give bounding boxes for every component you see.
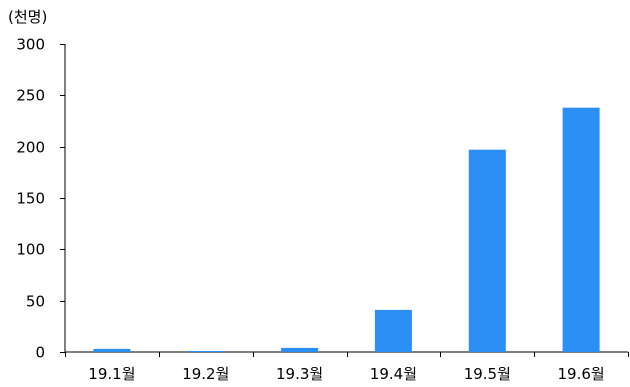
y-unit-label: (천명): [8, 8, 48, 26]
x-tick-label: 19.5월: [464, 365, 511, 383]
y-tick-label: 200: [16, 139, 45, 157]
y-tick-label: 250: [16, 87, 45, 105]
bar: [562, 107, 600, 352]
y-tick-label: 300: [16, 36, 45, 54]
bar: [93, 348, 131, 352]
bar: [187, 351, 225, 352]
x-tick-label: 19.1월: [88, 365, 135, 383]
y-tick-label: 0: [35, 344, 45, 362]
x-tick-label: 19.3월: [276, 365, 323, 383]
x-tick-label: 19.6월: [557, 365, 604, 383]
x-tick-label: 19.2월: [182, 365, 229, 383]
bar: [281, 347, 319, 352]
y-tick-label: 100: [16, 241, 45, 259]
y-tick-label: 50: [26, 293, 45, 311]
bar: [374, 309, 412, 352]
bar: [468, 149, 506, 352]
x-tick-label: 19.4월: [370, 365, 417, 383]
y-tick-label: 150: [16, 190, 45, 208]
